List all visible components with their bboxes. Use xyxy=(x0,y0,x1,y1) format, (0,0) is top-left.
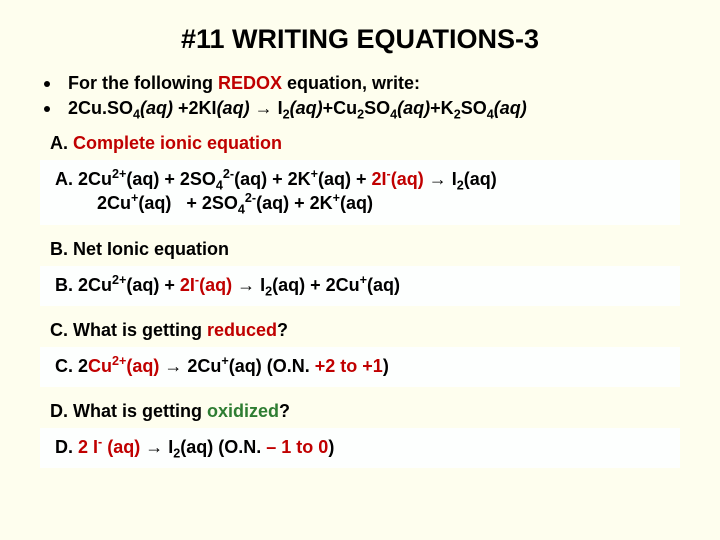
section-c-red: reduced xyxy=(207,320,277,340)
intro-bullet: For the following REDOX equation, write: xyxy=(40,73,680,94)
bullet-dot-icon xyxy=(44,106,50,112)
answer-a: A. 2Cu2+(aq) + 2SO42-(aq) + 2K+(aq) + 2I… xyxy=(40,160,680,225)
section-b-label: B. Net Ionic equation xyxy=(50,239,680,260)
bullet-dot-icon xyxy=(44,81,50,87)
section-a-prefix: A. xyxy=(50,133,73,153)
section-c-label: C. What is getting reduced? xyxy=(50,320,680,341)
intro-redox: REDOX xyxy=(218,73,282,93)
section-d-prefix: D. What is getting xyxy=(50,401,207,421)
main-equation: 2Cu.SO4(aq) +2KI(aq) → I2(aq)+Cu2SO4(aq)… xyxy=(68,98,527,119)
section-c-suffix: ? xyxy=(277,320,288,340)
section-c-prefix: C. What is getting xyxy=(50,320,207,340)
section-d-label: D. What is getting oxidized? xyxy=(50,401,680,422)
answer-d: D. 2 I- (aq) → I2(aq) (O.N. – 1 to 0) xyxy=(40,428,680,468)
section-a-red: Complete ionic equation xyxy=(73,133,282,153)
section-d-green: oxidized xyxy=(207,401,279,421)
section-d-suffix: ? xyxy=(279,401,290,421)
answer-c: C. 2Cu2+(aq) → 2Cu+(aq) (O.N. +2 to +1) xyxy=(40,347,680,387)
equation-bullet: 2Cu.SO4(aq) +2KI(aq) → I2(aq)+Cu2SO4(aq)… xyxy=(40,98,680,119)
section-a-label: A. Complete ionic equation xyxy=(50,133,680,154)
page-title: #11 WRITING EQUATIONS-3 xyxy=(40,24,680,55)
answer-b: B. 2Cu2+(aq) + 2I-(aq) → I2(aq) + 2Cu+(a… xyxy=(40,266,680,306)
intro-prefix: For the following xyxy=(68,73,218,93)
intro-text: For the following REDOX equation, write: xyxy=(68,73,420,94)
intro-suffix: equation, write: xyxy=(282,73,420,93)
slide: #11 WRITING EQUATIONS-3 For the followin… xyxy=(0,0,720,540)
